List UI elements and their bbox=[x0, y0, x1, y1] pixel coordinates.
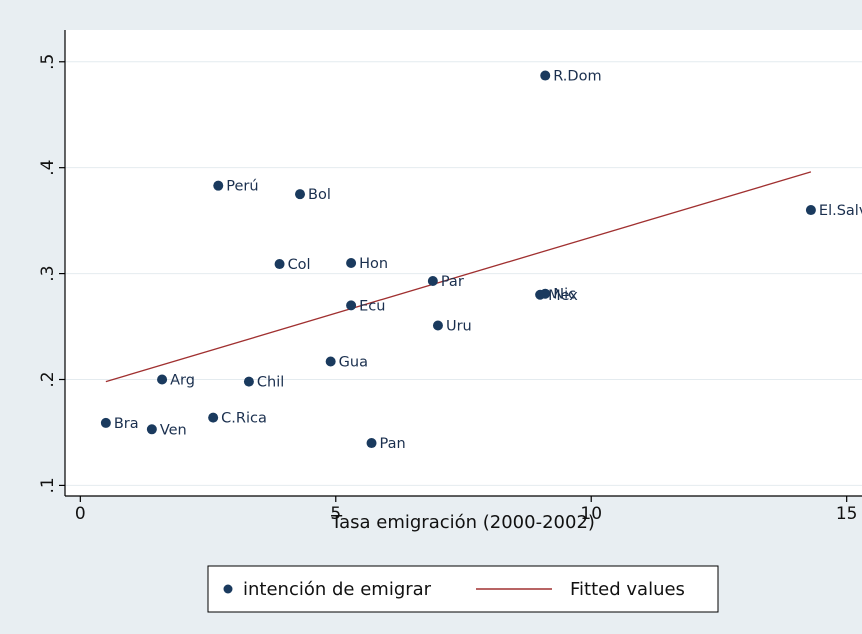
data-point-label: Perú bbox=[226, 179, 258, 195]
data-point bbox=[805, 205, 816, 216]
legend: intención de emigrar Fitted values bbox=[207, 565, 719, 613]
x-tick-label: 10 bbox=[580, 504, 602, 524]
x-axis-title: Tasa emigración (2000-2002) bbox=[330, 512, 595, 533]
data-point-label: El.Salv bbox=[819, 203, 862, 219]
data-point-label: Bol bbox=[308, 187, 331, 203]
data-point-label: Gua bbox=[339, 354, 368, 370]
data-point-label: C.Rica bbox=[221, 411, 267, 427]
data-point bbox=[243, 376, 254, 387]
legend-box bbox=[207, 565, 719, 613]
data-point bbox=[274, 259, 285, 270]
data-point-label: Ecu bbox=[359, 298, 385, 314]
data-point bbox=[208, 412, 219, 423]
data-point-label: Col bbox=[288, 257, 311, 273]
x-ticks: 0 5 10 15 bbox=[75, 496, 858, 524]
gridlines bbox=[65, 61, 862, 486]
data-point bbox=[157, 374, 168, 385]
y-ticks: .1 .2 .3 .4 .5 bbox=[38, 54, 65, 494]
data-point-label: Uru bbox=[446, 318, 472, 334]
data-point bbox=[535, 289, 546, 300]
data-point bbox=[295, 189, 306, 200]
data-point-label: Par bbox=[441, 274, 464, 290]
x-tick-label: 5 bbox=[330, 504, 341, 524]
fitted-values-line bbox=[105, 171, 812, 383]
data-point-label: Mex bbox=[548, 288, 578, 304]
data-point bbox=[325, 356, 336, 367]
y-tick-label: .3 bbox=[38, 265, 58, 281]
x-tick-label: 0 bbox=[75, 504, 86, 524]
fitted-line-layer bbox=[105, 171, 812, 383]
x-tick-label: 15 bbox=[836, 504, 858, 524]
data-point bbox=[346, 300, 357, 311]
data-point-label: Nic bbox=[553, 287, 576, 303]
data-point bbox=[427, 276, 438, 287]
data-point-label: R.Dom bbox=[553, 69, 601, 85]
data-point-label: Chil bbox=[257, 375, 284, 391]
data-point-label: Ven bbox=[160, 422, 187, 438]
data-point bbox=[100, 417, 111, 428]
legend-label-fitted: Fitted values bbox=[570, 579, 685, 600]
y-tick-label: .4 bbox=[38, 160, 58, 176]
legend-marker-intencion bbox=[223, 584, 233, 594]
data-point-label: Pan bbox=[380, 436, 406, 452]
data-point-label: Hon bbox=[359, 256, 388, 272]
data-point bbox=[346, 258, 357, 268]
plot-area bbox=[65, 30, 862, 496]
y-tick-label: .1 bbox=[38, 477, 58, 493]
data-point bbox=[213, 180, 224, 191]
y-tick-label: .5 bbox=[38, 54, 58, 70]
data-point bbox=[540, 70, 551, 81]
data-point bbox=[432, 320, 443, 331]
y-tick-label: .2 bbox=[38, 371, 58, 387]
data-point-label: Arg bbox=[170, 373, 195, 389]
legend-label-intencion: intención de emigrar bbox=[243, 579, 432, 600]
data-point bbox=[366, 438, 377, 449]
data-point-label: Bra bbox=[114, 416, 139, 432]
axes bbox=[64, 30, 862, 497]
data-point bbox=[146, 424, 157, 435]
